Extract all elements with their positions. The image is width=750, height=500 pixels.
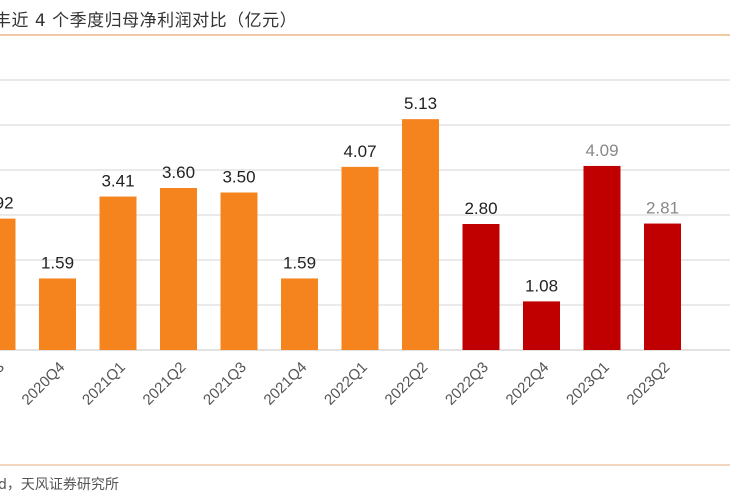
bar — [341, 166, 379, 350]
data-label: 3.60 — [162, 163, 195, 182]
data-label: 1.59 — [283, 253, 316, 272]
x-tick-label: 2022Q1 — [321, 359, 371, 409]
source-note: d，天风证券研究所 — [0, 477, 119, 493]
bar — [99, 196, 137, 350]
x-tick-label: 2020Q4 — [19, 359, 69, 409]
footer-divider — [0, 464, 730, 466]
data-label: 4.09 — [585, 141, 618, 160]
data-label: 2.92 — [0, 194, 14, 213]
data-label: 5.13 — [404, 94, 437, 113]
x-tick-label: 2021Q3 — [200, 359, 250, 409]
data-label: 2.80 — [464, 199, 497, 218]
bar — [402, 119, 439, 351]
x-tick-label: 2021Q4 — [261, 359, 311, 409]
data-label: 1.08 — [525, 276, 558, 295]
bar — [462, 224, 500, 350]
bar — [583, 165, 621, 350]
x-tick-label: 2023Q1 — [563, 359, 613, 409]
x-tick-label: 2022Q3 — [442, 359, 492, 409]
x-tick-label: 2023Q2 — [624, 359, 674, 409]
data-label: 3.41 — [101, 172, 134, 191]
data-label: 4.07 — [343, 142, 376, 161]
bar — [523, 301, 560, 350]
bar — [0, 218, 16, 350]
data-label: 1.59 — [41, 253, 74, 272]
bar — [281, 278, 318, 350]
bar — [39, 278, 76, 350]
data-label: 2.81 — [646, 199, 679, 218]
x-tick-label: 2021Q2 — [140, 359, 190, 409]
x-tick-label: 2020Q3 — [0, 359, 8, 409]
bar — [160, 188, 197, 350]
data-label: 3.50 — [222, 168, 255, 187]
x-tick-label: 2021Q1 — [79, 359, 129, 409]
chart-title: 丰近 4 个季度归母净利润对比（亿元） — [0, 11, 298, 31]
x-tick-label: 2022Q2 — [382, 359, 432, 409]
bar — [644, 223, 681, 350]
x-tick-label: 2022Q4 — [503, 359, 553, 409]
bar — [220, 192, 258, 350]
title-divider — [0, 34, 730, 36]
